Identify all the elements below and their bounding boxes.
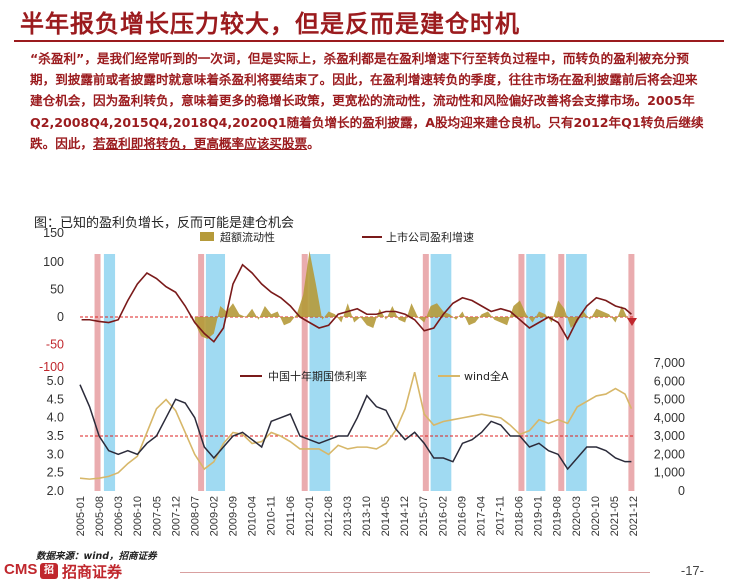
lower-right-ytick-label: 3,000 <box>654 429 685 443</box>
xtick-label: 2018-06 <box>514 496 526 536</box>
xtick-label: 2010-04 <box>247 496 259 536</box>
down-arrow-icon <box>627 318 637 326</box>
xtick-label: 2009-02 <box>208 496 220 536</box>
xtick-label: 2006-10 <box>132 496 144 536</box>
xtick-label: 2020-10 <box>590 496 602 536</box>
legend-label-wind: wind全A <box>464 369 509 383</box>
body-text-end: 。 <box>307 135 320 151</box>
xtick-label: 2021-05 <box>609 496 621 536</box>
lower-right-ytick-label: 1,000 <box>654 466 685 480</box>
xtick-label: 2005-01 <box>75 496 87 536</box>
pink-band-0 <box>94 254 101 491</box>
series-line-bond-yield <box>79 384 632 471</box>
series-area-liquidity <box>194 251 629 339</box>
xtick-label: 2016-09 <box>456 496 468 536</box>
lower-right-ytick-label: 0 <box>678 484 685 498</box>
footer-divider <box>180 572 650 573</box>
xtick-label: 2014-05 <box>380 496 392 536</box>
pink-band-2 <box>301 254 308 491</box>
lower-right-ytick-label: 7,000 <box>654 356 685 370</box>
xtick-label: 2012-01 <box>304 496 316 536</box>
lower-right-ytick-label: 6,000 <box>654 374 685 388</box>
xtick-label: 2020-03 <box>571 496 583 536</box>
lower-left-ytick-label: 5.0 <box>47 374 64 388</box>
lower-left-ytick-label: 3.0 <box>47 447 64 461</box>
xtick-label: 2021-12 <box>628 496 640 536</box>
page-number: -17- <box>680 563 704 578</box>
blue-band-3 <box>430 254 452 491</box>
xtick-label: 2007-12 <box>170 496 182 536</box>
xtick-label: 2012-08 <box>323 496 335 536</box>
body-text-main: “杀盈利”，是我们经常听到的一次词，但是实际上，杀盈利都是在盈利增速下行至转负过… <box>30 51 704 151</box>
upper-ytick-label: 100 <box>43 255 64 269</box>
lower-left-ytick-label: 2.0 <box>47 484 64 498</box>
xtick-label: 2017-04 <box>475 496 487 536</box>
logo-cms-text: CMS <box>4 561 38 578</box>
pink-band-1 <box>198 254 205 491</box>
lower-right-ytick-label: 4,000 <box>654 411 685 425</box>
logo-mark-icon: 招 <box>40 563 58 579</box>
series-line-earnings <box>81 263 632 343</box>
legend-label-liquidity: 超额流动性 <box>220 230 275 244</box>
xtick-label: 2017-11 <box>495 496 507 536</box>
body-text-underlined: 若盈利即将转负，更高概率应该买股票 <box>92 135 308 151</box>
upper-ytick-label: -50 <box>46 338 64 352</box>
xtick-label: 2015-07 <box>418 496 430 536</box>
title-divider <box>14 40 724 42</box>
upper-ytick-label: -100 <box>39 360 64 374</box>
legend-swatch-liquidity <box>200 232 214 241</box>
lower-left-ytick-label: 3.5 <box>47 429 64 443</box>
upper-ytick-label: 0 <box>57 310 64 324</box>
xtick-label: 2008-07 <box>189 496 201 536</box>
xtick-label: 2019-01 <box>533 496 545 536</box>
blue-band-4 <box>526 254 546 491</box>
xtick-label: 2010-11 <box>266 496 278 536</box>
xtick-label: 2013-10 <box>361 496 373 536</box>
blue-band-5 <box>566 254 587 491</box>
lower-right-ytick-label: 2,000 <box>654 447 685 461</box>
xtick-label: 2007-05 <box>151 496 163 536</box>
upper-ytick-label: 50 <box>50 283 64 297</box>
pink-band-5 <box>558 254 565 491</box>
data-source-note: 数据来源：wind，招商证券 <box>36 551 157 562</box>
lower-right-ytick-label: 5,000 <box>654 393 685 407</box>
xtick-label: 2014-12 <box>399 496 411 536</box>
xtick-label: 2013-03 <box>342 496 354 536</box>
blue-band-0 <box>103 254 116 491</box>
xtick-label: 2005-08 <box>94 496 106 536</box>
chart-title: 图：已知的盈利负增长，反而可能是建仓机会 <box>34 216 295 231</box>
xtick-label: 2006-03 <box>113 496 125 536</box>
xtick-label: 2016-02 <box>437 496 449 536</box>
pink-band-3 <box>422 254 429 491</box>
lower-left-ytick-label: 4.0 <box>47 411 64 425</box>
page-title: 半年报负增长压力较大，但是反而是建仓时机 <box>20 10 520 38</box>
xtick-label: 2009-09 <box>228 496 240 536</box>
upper-ytick-label: 150 <box>43 226 64 240</box>
legend-label-bond: 中国十年期国债利率 <box>268 369 367 383</box>
pink-band-4 <box>518 254 525 491</box>
pink-band-6 <box>628 254 635 491</box>
legend-label-earnings: 上市公司盈利增速 <box>386 230 474 244</box>
xtick-label: 2019-08 <box>552 496 564 536</box>
body-paragraph: “杀盈利”，是我们经常听到的一次词，但是实际上，杀盈利都是在盈利增速下行至转负过… <box>30 48 710 154</box>
lower-left-ytick-label: 2.5 <box>47 466 64 480</box>
xtick-label: 2011-06 <box>285 496 297 536</box>
lower-left-ytick-label: 4.5 <box>47 392 64 406</box>
logo-company-name: 招商证券 <box>62 563 123 581</box>
